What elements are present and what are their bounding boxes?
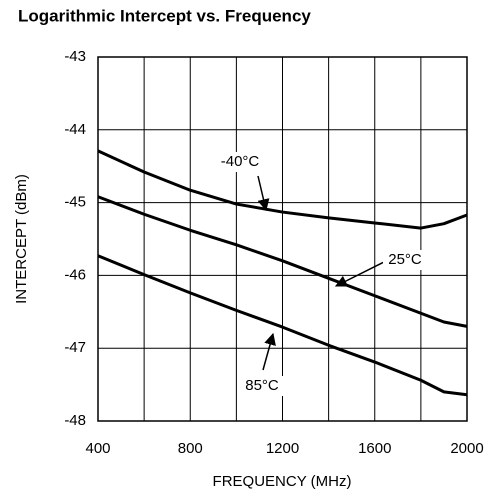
annotation-arrow xyxy=(257,175,270,212)
x-tick-label: 2000 xyxy=(450,440,483,457)
label-background xyxy=(383,250,427,270)
x-tick-label: 400 xyxy=(85,440,110,457)
y-tick-label: -47 xyxy=(64,339,86,356)
annotation-arrow xyxy=(262,332,276,371)
label-background xyxy=(240,376,284,396)
x-tick-label: 1200 xyxy=(266,440,299,457)
series-label: -40°C xyxy=(221,153,260,170)
x-tick-label: 1600 xyxy=(358,440,391,457)
plot-frame xyxy=(97,56,468,422)
chart-title: Logarithmic Intercept vs. Frequency xyxy=(18,6,311,25)
series-label: 85°C xyxy=(245,377,279,394)
line-series xyxy=(97,195,468,328)
y-axis-label: INTERCEPT (dBm) xyxy=(13,174,30,304)
y-tick-label: -45 xyxy=(64,194,86,211)
plot-area xyxy=(97,56,468,422)
label-background xyxy=(218,152,262,172)
y-tick-label: -46 xyxy=(64,266,86,283)
x-axis-label: FREQUENCY (MHz) xyxy=(213,473,352,490)
y-tick-label: -48 xyxy=(64,412,86,429)
line-series xyxy=(97,254,468,397)
x-tick-label: 800 xyxy=(178,440,203,457)
line-series xyxy=(97,149,468,230)
annotation-arrow xyxy=(334,261,385,287)
series-label: 25°C xyxy=(388,251,422,268)
y-tick-label: -44 xyxy=(64,121,86,138)
y-tick-label: -43 xyxy=(64,48,86,65)
